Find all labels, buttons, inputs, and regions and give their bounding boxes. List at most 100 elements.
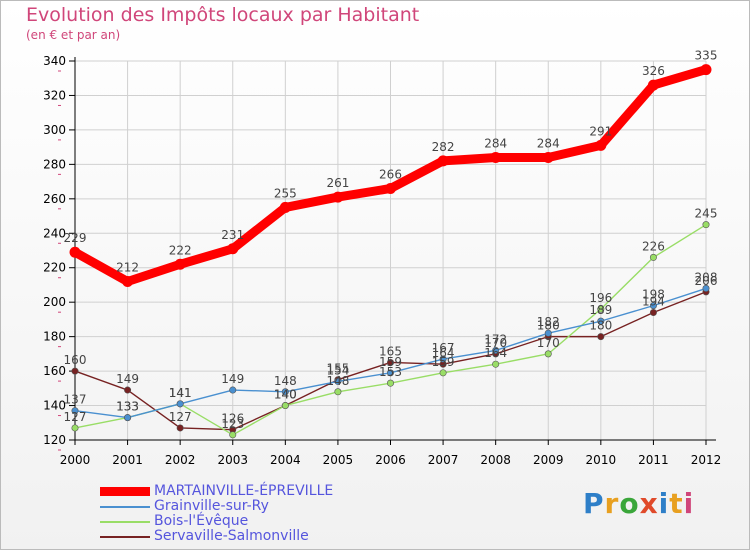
data-point [176, 424, 184, 432]
y-tick-label: 120 [43, 433, 66, 447]
data-label: 140 [274, 388, 297, 402]
data-point [281, 388, 289, 396]
data-label: 137 [64, 393, 87, 407]
proxiti-logo: Proxiti [583, 487, 694, 520]
data-label: 127 [64, 410, 87, 424]
data-label: 282 [432, 140, 455, 154]
data-label: 212 [116, 261, 139, 275]
data-label: 141 [169, 386, 192, 400]
data-point [386, 379, 394, 387]
data-point [71, 424, 79, 432]
data-point [702, 221, 710, 229]
data-point [124, 414, 132, 422]
data-label: 153 [379, 365, 402, 379]
data-label: 180 [537, 319, 560, 333]
y-tick-label: 140 [43, 399, 66, 413]
legend-swatch [100, 521, 150, 523]
data-point [542, 151, 554, 163]
data-point [649, 302, 657, 310]
data-label: 194 [642, 295, 665, 309]
legend-swatch [100, 536, 150, 538]
data-point [437, 155, 449, 167]
data-point [227, 243, 239, 255]
data-point [647, 79, 659, 91]
data-label: 198 [642, 288, 665, 302]
x-tick-label: 2001 [112, 453, 143, 467]
data-label: 126 [221, 412, 244, 426]
data-label: 170 [537, 336, 560, 350]
data-point [490, 151, 502, 163]
data-point [649, 309, 657, 317]
data-label: 148 [274, 374, 297, 388]
data-label: 149 [116, 372, 139, 386]
data-label: 172 [484, 332, 507, 346]
data-label: 160 [64, 353, 87, 367]
logo-letter: o [619, 487, 640, 520]
data-label: 164 [432, 346, 455, 360]
data-label: 133 [116, 400, 139, 414]
y-tick-label: 300 [43, 123, 66, 137]
data-point [649, 253, 657, 261]
data-label: 154 [326, 363, 349, 377]
data-label: 291 [589, 124, 612, 138]
x-tick-label: 2012 [691, 453, 722, 467]
data-label: 284 [537, 136, 560, 150]
logo-letter: i [683, 487, 695, 520]
data-point [700, 64, 712, 76]
data-point [124, 386, 132, 394]
chart-subtitle: (en € et par an) [26, 28, 121, 42]
logo-letter: i [658, 487, 670, 520]
data-point [439, 355, 447, 363]
y-tick-label: 220 [43, 261, 66, 275]
data-point [71, 367, 79, 375]
data-point [597, 305, 605, 313]
logo-letter: r [604, 487, 620, 520]
data-point [279, 201, 291, 213]
y-tick-label: 340 [43, 54, 66, 68]
data-label: 133 [116, 400, 139, 414]
data-label: 226 [642, 239, 665, 253]
data-point [229, 386, 237, 394]
data-point [386, 369, 394, 377]
y-tick-label: 160 [43, 364, 66, 378]
logo-letter: P [583, 487, 605, 520]
data-label: 180 [589, 319, 612, 333]
data-label: 123 [221, 417, 244, 431]
x-tick-label: 2011 [638, 453, 669, 467]
data-point [332, 191, 344, 203]
data-point [439, 369, 447, 377]
data-point [71, 407, 79, 415]
data-point [386, 358, 394, 366]
chart-title: Evolution des Impôts locaux par Habitant [26, 4, 420, 26]
data-point [229, 431, 237, 439]
data-label: 140 [274, 388, 297, 402]
data-label: 159 [432, 355, 455, 369]
logo-letter: x [639, 487, 659, 520]
data-point [334, 388, 342, 396]
data-label: 245 [695, 207, 718, 221]
data-label: 170 [484, 336, 507, 350]
x-tick-label: 2004 [270, 453, 301, 467]
data-point [385, 182, 396, 194]
data-point [544, 329, 552, 337]
legend-label: MARTAINVILLE-ÉPREVILLE [154, 483, 334, 499]
data-label: 261 [326, 176, 349, 190]
legend-label: Grainville-sur-Ry [154, 498, 269, 514]
y-tick-label: 180 [43, 330, 66, 344]
x-tick-label: 2005 [323, 453, 354, 467]
data-label: 222 [169, 243, 192, 257]
y-tick-label: 280 [43, 157, 66, 171]
data-label: 164 [484, 346, 507, 360]
data-label: 208 [695, 270, 718, 284]
data-label: 229 [64, 231, 87, 245]
data-label: 127 [169, 410, 192, 424]
data-point [281, 402, 289, 410]
y-tick-label: 260 [43, 192, 66, 206]
y-tick-label: 200 [43, 295, 66, 309]
x-tick-label: 2002 [165, 453, 196, 467]
y-tick-label: 240 [43, 226, 66, 240]
x-tick-label: 2000 [60, 453, 91, 467]
data-label: 159 [379, 355, 402, 369]
x-tick-label: 2009 [533, 453, 564, 467]
data-label: 167 [432, 341, 455, 355]
